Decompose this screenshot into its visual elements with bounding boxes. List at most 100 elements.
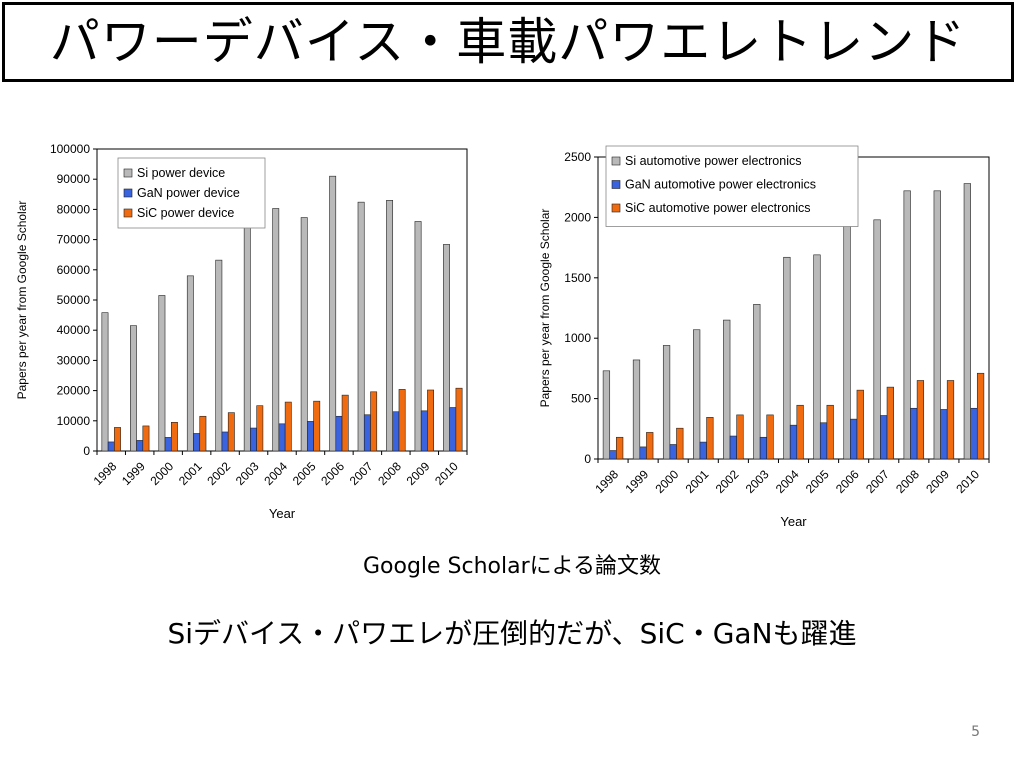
x-tick-label: 2009 xyxy=(404,459,433,488)
bar-si xyxy=(130,325,137,452)
bar-si xyxy=(443,244,450,452)
bar-si xyxy=(873,219,881,460)
bar-gan xyxy=(136,440,144,452)
bar-sic xyxy=(976,372,985,460)
bar-gan xyxy=(910,407,918,460)
bar-sic xyxy=(427,389,435,452)
bar-si xyxy=(963,183,971,460)
bar-gan xyxy=(850,418,858,460)
bar-si xyxy=(158,295,166,452)
bar-si xyxy=(300,217,308,452)
x-tick-label: 2001 xyxy=(683,467,712,496)
legend-label: SiC automotive power electronics xyxy=(625,201,811,215)
x-tick-label: 1998 xyxy=(91,459,120,488)
bar-gan xyxy=(759,436,768,460)
y-tick-label: 90000 xyxy=(57,172,91,186)
x-tick-label: 2006 xyxy=(318,459,347,488)
x-tick-label: 2007 xyxy=(347,459,376,488)
y-tick-label: 1500 xyxy=(564,271,591,285)
bar-si xyxy=(186,275,194,452)
y-axis-label: Papers per year from Google Scholar xyxy=(538,209,552,408)
bar-si xyxy=(693,329,701,460)
bar-sic xyxy=(916,380,925,460)
bar-sic xyxy=(766,414,774,460)
bar-gan xyxy=(609,450,617,460)
bar-sic xyxy=(796,404,804,460)
x-tick-label: 2000 xyxy=(147,459,176,488)
bar-gan xyxy=(669,444,677,460)
x-tick-label: 1999 xyxy=(119,459,148,488)
legend-swatch-gan xyxy=(611,180,621,189)
chart-caption: Google Scholarによる論文数 xyxy=(362,554,662,579)
bar-sic xyxy=(370,391,378,452)
x-tick-label: 2010 xyxy=(953,467,982,496)
bar-sic xyxy=(199,415,207,452)
bar-gan xyxy=(278,423,286,452)
bar-sic xyxy=(736,414,744,460)
bar-sic xyxy=(826,404,834,460)
y-tick-label: 40000 xyxy=(57,323,91,337)
bar-si xyxy=(903,190,911,460)
y-tick-label: 20000 xyxy=(57,384,91,398)
x-tick-label: 2008 xyxy=(893,467,922,496)
bar-si xyxy=(215,259,223,452)
bar-sic xyxy=(398,389,406,452)
bar-gan xyxy=(193,433,201,452)
bar-si xyxy=(843,220,851,460)
y-tick-label: 500 xyxy=(571,392,591,406)
x-tick-label: 2003 xyxy=(233,459,262,488)
y-tick-label: 1000 xyxy=(564,331,591,345)
bar-sic xyxy=(706,417,714,460)
bar-gan xyxy=(639,446,647,460)
bar-si xyxy=(753,304,761,460)
y-tick-label: 100000 xyxy=(50,142,90,156)
bar-gan xyxy=(420,410,428,452)
y-tick-label: 80000 xyxy=(57,202,91,216)
legend-swatch-si xyxy=(611,156,621,166)
bar-gan xyxy=(307,421,314,452)
bar-sic xyxy=(676,427,684,460)
bar-si xyxy=(101,312,109,452)
bar-sic xyxy=(886,386,894,460)
x-tick-label: 1998 xyxy=(592,467,621,496)
x-tick-label: 2002 xyxy=(204,459,233,488)
bar-sic xyxy=(455,387,463,452)
bar-si xyxy=(329,175,337,452)
y-tick-label: 50000 xyxy=(57,293,91,307)
y-tick-label: 10000 xyxy=(57,414,91,428)
bar-gan xyxy=(789,424,798,460)
bar-sic xyxy=(227,412,235,452)
bar-gan xyxy=(699,441,707,460)
papers-chart-power-device: 0 10000 20000 30000 40000 50000 60000 70000 8000… xyxy=(15,142,468,521)
x-tick-label: 2004 xyxy=(261,459,290,488)
bar-sic xyxy=(946,380,955,460)
legend-label: Si power device xyxy=(137,166,225,180)
y-tick-label: 2500 xyxy=(564,150,591,164)
bar-sic xyxy=(170,422,178,452)
legend-label: SiC power device xyxy=(137,206,234,220)
y-tick-label: 0 xyxy=(584,452,591,466)
bar-sic xyxy=(856,389,864,460)
bar-si xyxy=(662,345,671,460)
bar-si xyxy=(632,359,641,460)
bar-gan xyxy=(819,422,828,460)
bar-gan xyxy=(880,415,888,460)
slide-headline: Siデバイス・パワエレが圧倒的だが、SiC・GaNも躍進 xyxy=(167,617,857,650)
bar-si xyxy=(933,190,941,460)
bar-si xyxy=(723,319,731,460)
bar-si xyxy=(243,227,251,452)
x-axis-label: Year xyxy=(780,514,807,529)
legend-swatch-sic xyxy=(123,208,133,218)
x-tick-label: 2006 xyxy=(833,467,862,496)
bar-sic xyxy=(341,394,349,452)
bar-sic xyxy=(142,425,150,452)
bar-si xyxy=(414,221,422,452)
bar-si xyxy=(602,370,611,460)
x-tick-label: 2009 xyxy=(923,467,952,496)
bar-gan xyxy=(729,435,737,460)
x-tick-label: 2004 xyxy=(773,467,802,496)
bar-si xyxy=(386,200,394,452)
legend-swatch-si xyxy=(123,168,133,178)
y-tick-label: 60000 xyxy=(57,263,91,277)
